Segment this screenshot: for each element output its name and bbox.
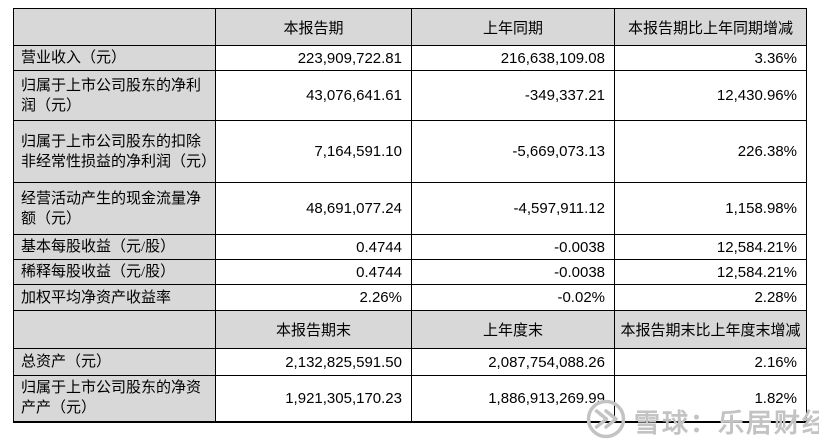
cell-prior: -0.0038 [411, 234, 615, 260]
row-operating-revenue: 营业收入（元） 223,909,722.81 216,638,109.08 3.… [13, 45, 807, 71]
row-weighted-average-roe: 加权平均净资产收益率 2.26% -0.02% 2.28% [13, 284, 807, 311]
row-label: 基本每股收益（元/股） [13, 234, 216, 260]
cell-change: 12,430.96% [614, 70, 807, 121]
row-label: 总资产（元） [13, 348, 216, 376]
row-label: 经营活动产生的现金流量净额（元） [13, 182, 216, 235]
cell-current: 48,691,077.24 [215, 182, 412, 235]
cell-prior: 216,638,109.08 [411, 45, 615, 71]
col-header-prior-period: 上年同期 [411, 8, 615, 46]
row-label: 营业收入（元） [13, 45, 216, 71]
cell-current: 7,164,591.10 [215, 120, 412, 183]
corner-cell [13, 8, 216, 46]
corner-cell [13, 310, 216, 349]
cell-change: 12,584.21% [614, 234, 807, 260]
cell-prior: 2,087,754,088.26 [411, 348, 615, 376]
cell-current: 0.4744 [215, 259, 412, 285]
row-net-profit: 归属于上市公司股东的净利润（元） 43,076,641.61 -349,337.… [13, 70, 807, 121]
row-operating-cash-flow: 经营活动产生的现金流量净额（元） 48,691,077.24 -4,597,91… [13, 182, 807, 235]
cell-change: 1,158.98% [614, 182, 807, 235]
cell-current: 0.4744 [215, 234, 412, 260]
col-header-current-period: 本报告期 [215, 8, 412, 46]
row-label: 归属于上市公司股东的扣除非经常性损益的净利润（元） [13, 120, 216, 183]
row-label: 加权平均净资产收益率 [13, 284, 216, 311]
col-header-period-end: 本报告期末 [215, 310, 412, 349]
cell-change: 12,584.21% [614, 259, 807, 285]
row-label: 稀释每股收益（元/股） [13, 259, 216, 285]
cell-change: 2.28% [614, 284, 807, 311]
row-net-profit-deducting-nonrecurring: 归属于上市公司股东的扣除非经常性损益的净利润（元） 7,164,591.10 -… [13, 120, 807, 183]
header-row-period: 本报告期 上年同期 本报告期比上年同期增减 [13, 8, 807, 46]
cell-change: 226.38% [614, 120, 807, 183]
cell-current: 43,076,641.61 [215, 70, 412, 121]
financial-summary-table: 本报告期 上年同期 本报告期比上年同期增减 营业收入（元） 223,909,72… [13, 8, 807, 423]
row-net-assets: 归属于上市公司股东的净资产产（元） 1,921,305,170.23 1,886… [13, 375, 807, 422]
cell-prior: -349,337.21 [411, 70, 615, 121]
row-label: 归属于上市公司股东的净利润（元） [13, 70, 216, 121]
row-basic-eps: 基本每股收益（元/股） 0.4744 -0.0038 12,584.21% [13, 234, 807, 260]
row-total-assets: 总资产（元） 2,132,825,591.50 2,087,754,088.26… [13, 348, 807, 376]
cell-current: 2,132,825,591.50 [215, 348, 412, 376]
cell-current: 1,921,305,170.23 [215, 375, 412, 422]
cell-prior: 1,886,913,269.99 [411, 375, 615, 422]
cell-prior: -0.02% [411, 284, 615, 311]
cell-prior: -5,669,073.13 [411, 120, 615, 183]
col-header-period-change: 本报告期比上年同期增减 [614, 8, 807, 46]
cell-change: 1.82% [614, 375, 807, 422]
header-row-period-end: 本报告期末 上年度末 本报告期末比上年度末增减 [13, 310, 807, 349]
cell-change: 2.16% [614, 348, 807, 376]
cell-prior: -4,597,911.12 [411, 182, 615, 235]
cell-prior: -0.0038 [411, 259, 615, 285]
cell-current: 223,909,722.81 [215, 45, 412, 71]
row-diluted-eps: 稀释每股收益（元/股） 0.4744 -0.0038 12,584.21% [13, 259, 807, 285]
cell-change: 3.36% [614, 45, 807, 71]
col-header-prior-year-end: 上年度末 [411, 310, 615, 349]
cell-current: 2.26% [215, 284, 412, 311]
row-label: 归属于上市公司股东的净资产产（元） [13, 375, 216, 422]
col-header-period-end-change: 本报告期末比上年度末增减 [614, 310, 807, 349]
